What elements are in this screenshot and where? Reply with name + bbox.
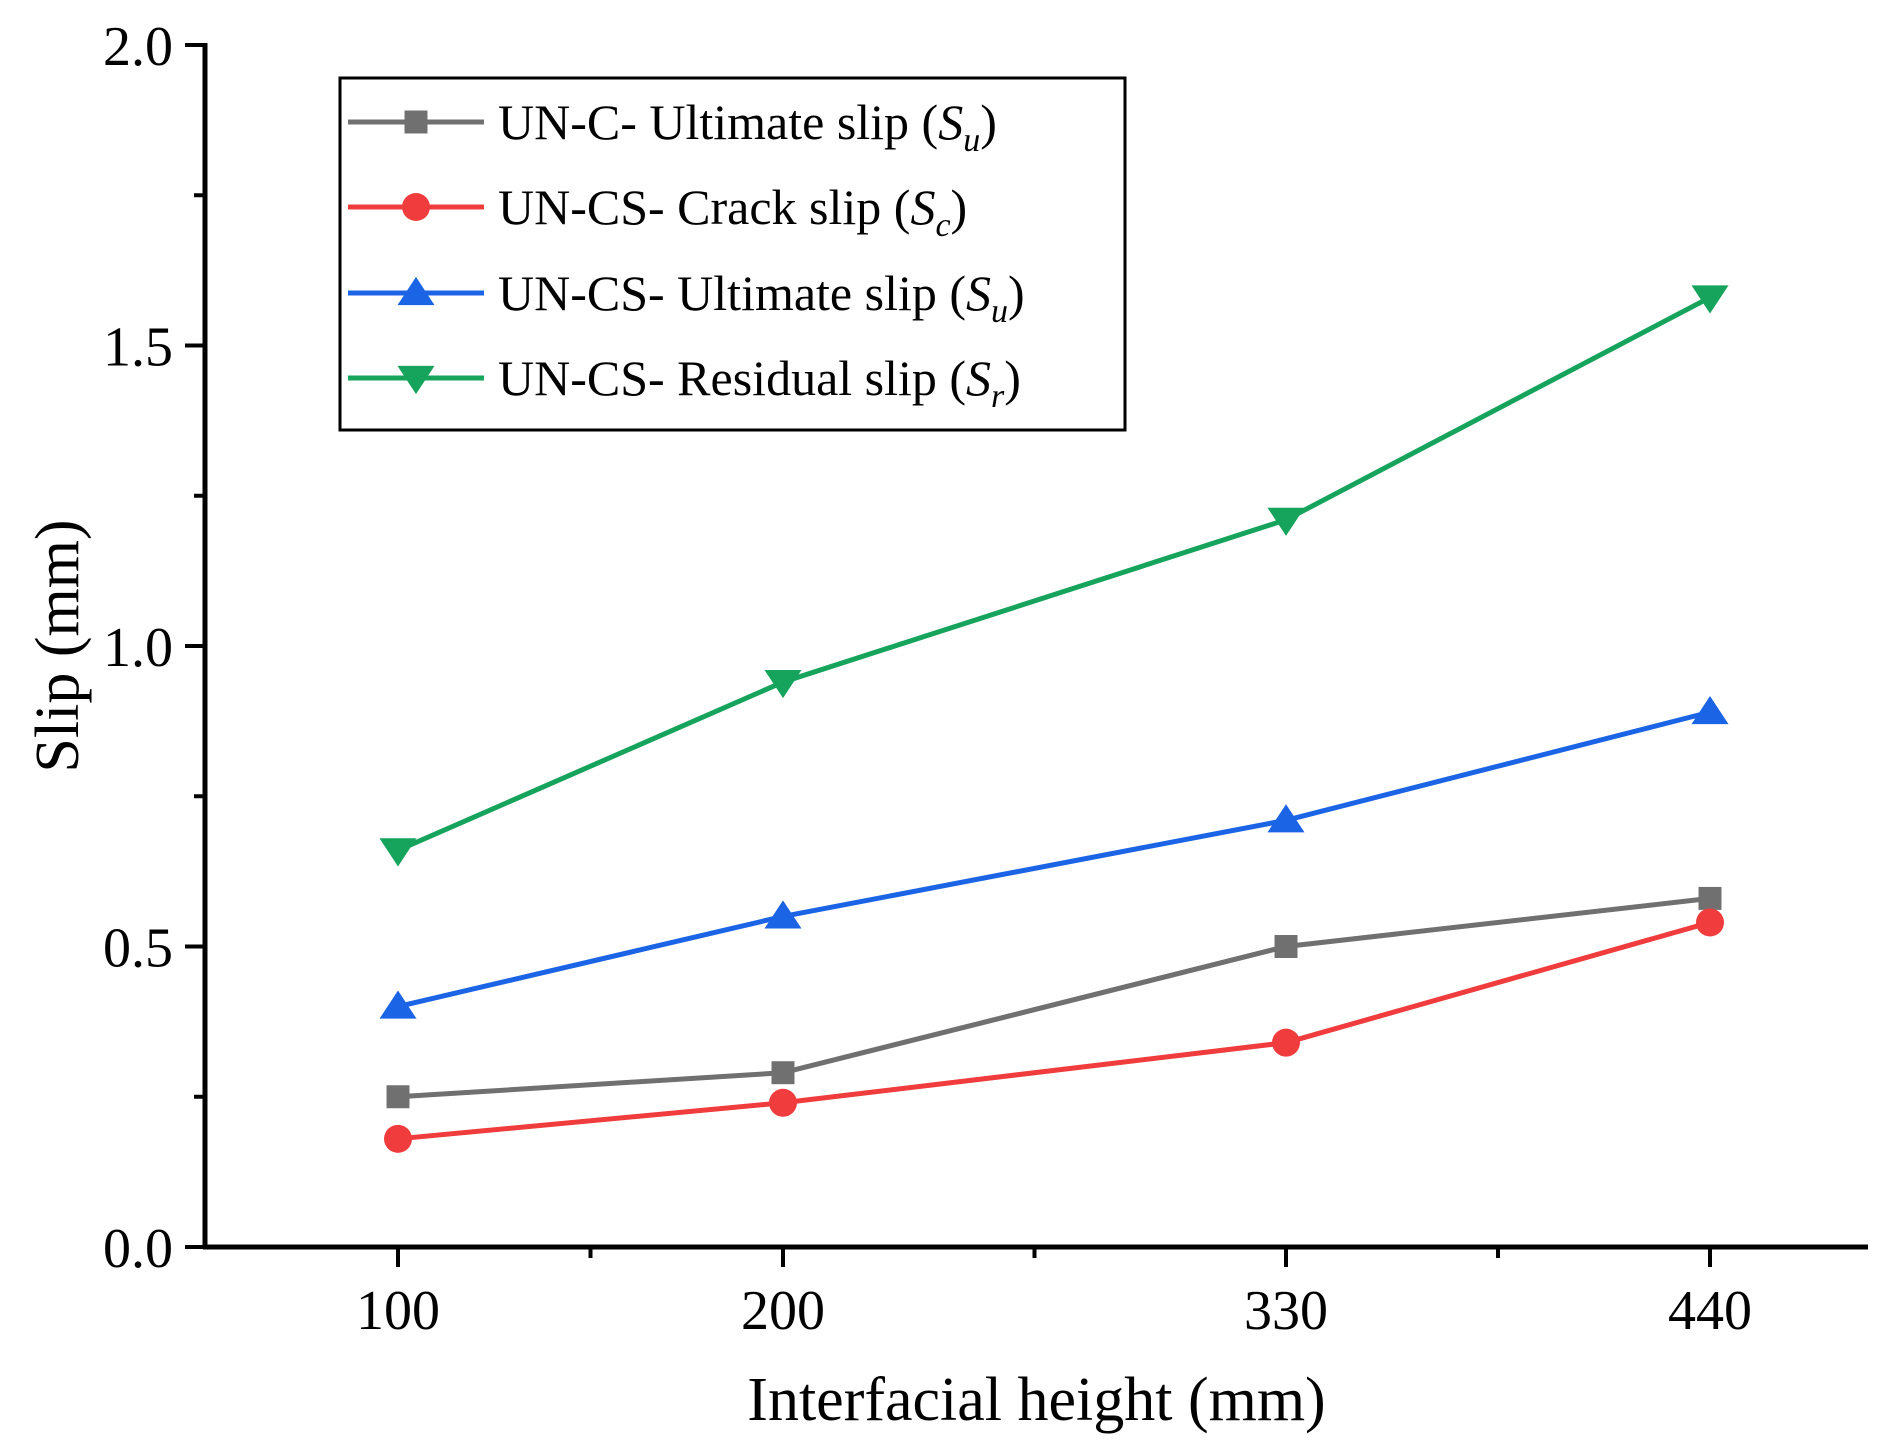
square-marker [1274, 935, 1298, 958]
x-tick-label: 100 [356, 1280, 440, 1342]
legend-item: UN-CS- Ultimate slip (Su) [348, 265, 1025, 330]
series-line [397, 895, 1711, 1100]
legend-label: UN-CS- Ultimate slip (Su) [498, 265, 1025, 330]
legend: UN-C- Ultimate slip (Su) UN-CS- Crack sli… [338, 76, 1127, 432]
triangle-up-marker [1267, 804, 1305, 833]
triangle-down-marker [764, 669, 802, 699]
series-2 [384, 908, 1724, 1153]
series-layer [379, 285, 1729, 1153]
square-marker [404, 110, 428, 134]
legend-item: UN-C- Ultimate slip (Su) [348, 94, 997, 159]
x-axis-title: Interfacial height (mm) [747, 1366, 1325, 1434]
circle-marker [1696, 908, 1724, 937]
y-tick-label: 0.5 [103, 918, 173, 980]
x-tick-label: 440 [1668, 1280, 1752, 1342]
series-3 [379, 696, 1729, 1019]
series-line [397, 709, 1711, 1010]
legend-item: UN-CS- Crack slip (Sc) [348, 179, 967, 244]
triangle-up-marker [1691, 696, 1729, 725]
triangle-up-marker [397, 276, 435, 306]
legend-label: UN-C- Ultimate slip (Su) [498, 94, 997, 159]
square-marker [771, 1061, 795, 1085]
circle-marker [384, 1124, 412, 1153]
legend-item: UN-CS- Residual slip (Sr) [348, 350, 1021, 415]
series-line [396, 295, 1712, 853]
y-tick-label: 0.0 [103, 1218, 173, 1280]
triangle-up-marker [379, 990, 417, 1019]
series-4 [379, 285, 1729, 867]
series-line [397, 920, 1711, 1142]
y-tick-label: 1.0 [103, 617, 173, 679]
circle-marker [1272, 1028, 1300, 1057]
legend-label: UN-CS- Residual slip (Sr) [498, 350, 1021, 415]
legend-label: UN-CS- Crack slip (Sc) [498, 179, 967, 244]
series-1 [386, 886, 1722, 1109]
square-marker [386, 1085, 410, 1109]
triangle-down-marker [379, 838, 417, 867]
x-tick-label: 200 [741, 1280, 825, 1342]
triangle-down-marker [1691, 285, 1729, 314]
triangle-down-marker [1267, 507, 1305, 536]
square-marker [1698, 886, 1722, 910]
triangle-down-marker [397, 365, 435, 395]
circle-marker [402, 193, 430, 221]
y-tick-label: 1.5 [103, 317, 173, 379]
y-tick-label: 2.0 [103, 16, 173, 78]
y-axis-title: Slip (mm) [24, 519, 92, 772]
legend-box [338, 76, 1127, 432]
circle-marker [769, 1088, 797, 1117]
x-tick-label: 330 [1244, 1280, 1328, 1342]
triangle-up-marker [764, 900, 802, 929]
axes: 0.0 0.5 1.0 1.5 2.0 100 200 330 440 [103, 16, 1868, 1342]
